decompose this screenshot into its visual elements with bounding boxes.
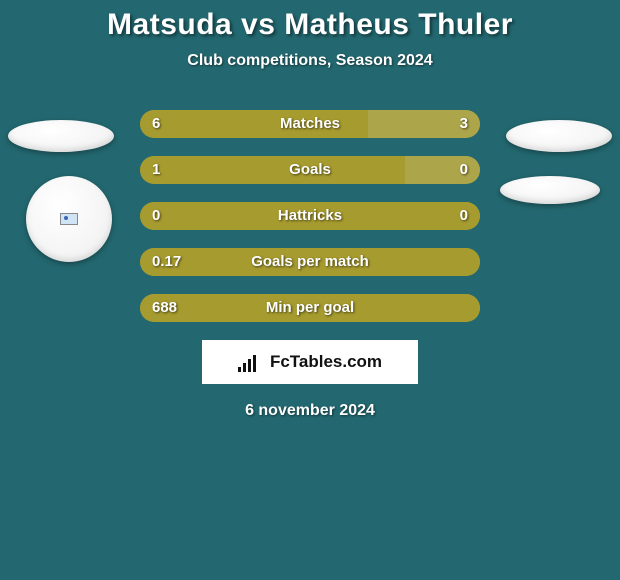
bar-chart-icon (238, 352, 264, 372)
player-avatar-right-small (506, 120, 612, 152)
bar-track: 0.17Goals per match (140, 248, 480, 276)
date-text: 6 november 2024 (0, 402, 620, 420)
stat-value-right: 3 (460, 110, 468, 138)
stat-label: Goals per match (140, 248, 480, 276)
bar-track: 0Hattricks0 (140, 202, 480, 230)
brand-text: FcTables.com (270, 352, 382, 372)
stat-row: 688Min per goal (0, 294, 620, 322)
bar-track: 688Min per goal (140, 294, 480, 322)
stat-label: Min per goal (140, 294, 480, 322)
stat-value-right: 0 (460, 156, 468, 184)
stat-label: Matches (140, 110, 480, 138)
comparison-infographic: Matsuda vs Matheus Thuler Club competiti… (0, 0, 620, 580)
stat-label: Hattricks (140, 202, 480, 230)
page-title: Matsuda vs Matheus Thuler (0, 8, 620, 42)
player-avatar-left (26, 176, 112, 262)
player-avatar-right (500, 176, 600, 204)
bar-track: 1Goals0 (140, 156, 480, 184)
stat-label: Goals (140, 156, 480, 184)
flag-icon (60, 213, 78, 225)
subtitle: Club competitions, Season 2024 (0, 52, 620, 70)
stat-value-right: 0 (460, 202, 468, 230)
brand-box: FcTables.com (202, 340, 418, 384)
player-avatar-left-small (8, 120, 114, 152)
bar-track: 6Matches3 (140, 110, 480, 138)
